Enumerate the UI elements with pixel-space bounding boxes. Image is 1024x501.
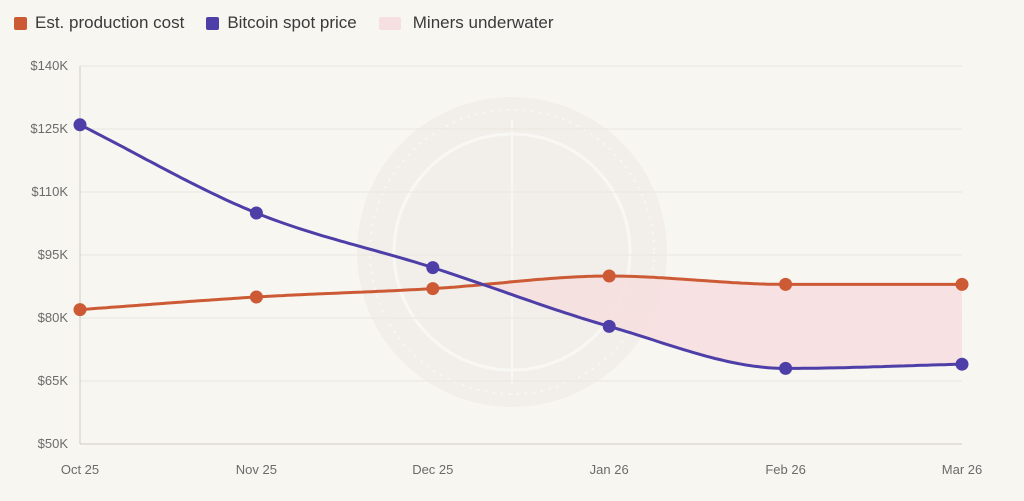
- legend-swatch-spot-price: [206, 16, 220, 30]
- x-tick-label: Mar 26: [942, 462, 982, 477]
- data-point-production-cost: [426, 282, 440, 296]
- legend-swatch-production-cost: [14, 16, 27, 30]
- chart-legend: Est. production cost Bitcoin spot price …: [14, 13, 576, 33]
- data-point-production-cost: [602, 269, 616, 283]
- data-point-production-cost: [73, 303, 87, 317]
- data-point-production-cost: [249, 290, 263, 304]
- data-point-spot-price: [779, 361, 793, 375]
- y-tick-label: $80K: [38, 310, 69, 325]
- x-tick-label: Jan 26: [590, 462, 629, 477]
- x-tick-label: Feb 26: [765, 462, 805, 477]
- underwater-area-layer: [485, 276, 962, 369]
- y-tick-label: $95K: [38, 247, 69, 262]
- x-tick-label: Oct 25: [61, 462, 99, 477]
- legend-label-miners-underwater: Miners underwater: [412, 13, 554, 32]
- data-point-production-cost: [779, 277, 793, 291]
- x-tick-label: Dec 25: [412, 462, 453, 477]
- y-tick-label: $65K: [38, 373, 69, 388]
- legend-item-spot-price: Bitcoin spot price: [206, 13, 357, 33]
- x-tick-label: Nov 25: [236, 462, 277, 477]
- data-point-spot-price: [602, 319, 616, 333]
- grid-lines: [80, 65, 962, 445]
- y-tick-label: $110K: [31, 184, 68, 199]
- watermark-seal: [357, 97, 667, 407]
- axes: $50K $65K $80K $95K $110K $125K $140K Oct 25 Nov…: [30, 58, 982, 477]
- legend-label-spot-price: Bitcoin spot price: [227, 13, 357, 32]
- y-tick-label: $140K: [30, 58, 68, 73]
- series-layer: [73, 118, 969, 375]
- legend-item-miners-underwater: Miners underwater: [378, 13, 554, 33]
- data-point-spot-price: [426, 261, 440, 275]
- data-point-production-cost: [955, 277, 969, 291]
- legend-label-production-cost: Est. production cost: [35, 13, 185, 32]
- legend-item-production-cost: Est. production cost: [14, 13, 184, 33]
- series-line-production-cost: [79, 274, 962, 312]
- data-point-spot-price: [73, 118, 87, 132]
- data-point-spot-price: [249, 206, 263, 220]
- legend-swatch-miners-underwater: [378, 16, 401, 30]
- series-line-spot-price: [79, 123, 963, 370]
- data-point-spot-price: [955, 357, 969, 371]
- y-tick-label: $50K: [38, 436, 69, 451]
- y-tick-label: $125K: [30, 121, 68, 136]
- miners-underwater-area: [485, 276, 962, 369]
